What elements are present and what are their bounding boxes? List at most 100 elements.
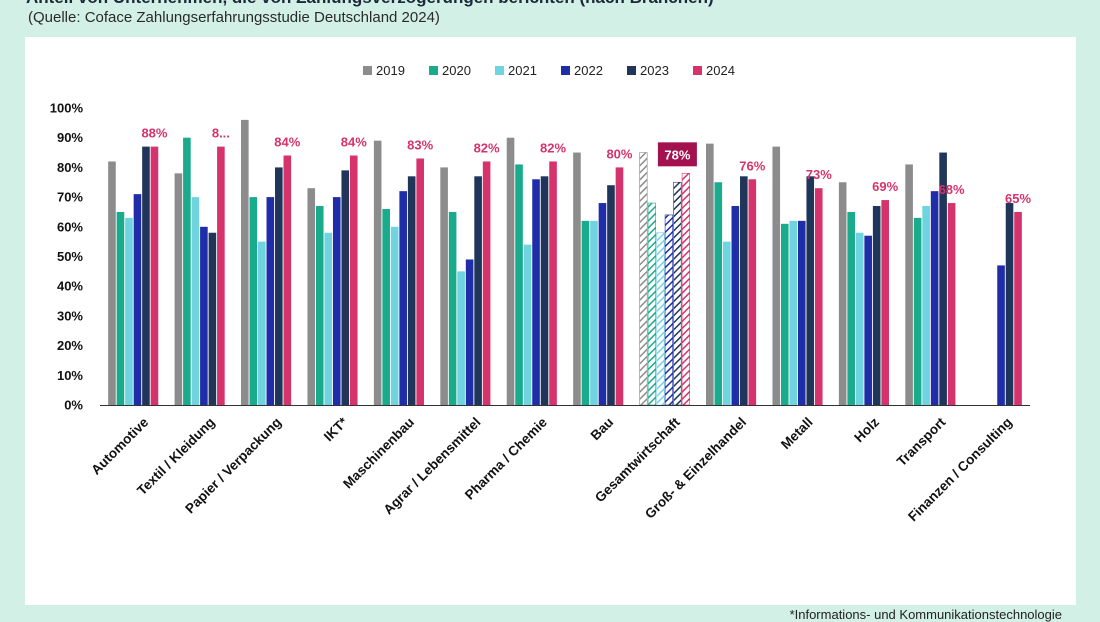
data-label: 84%: [274, 135, 300, 150]
legend-swatch-2020: [429, 66, 438, 75]
y-tick-label: 40%: [57, 279, 83, 294]
data-label: 88%: [141, 126, 167, 141]
bar-2022: [200, 226, 208, 405]
bar-2024: [416, 158, 424, 405]
y-axis: 0% 10% 20% 30% 40% 50% 60% 70% 80% 90% 100%: [50, 101, 84, 413]
x-tick-label: Automotive: [88, 414, 151, 477]
bar-2020: [515, 164, 523, 405]
bar-2024: [615, 167, 624, 405]
data-label: 82%: [474, 140, 500, 155]
chart-card: 2019 2020 2021 2022 2023 2024 0% 10% 20% 30% 40% 5…: [25, 37, 1076, 605]
y-tick-label: 10%: [57, 368, 83, 383]
bar-2022: [266, 197, 275, 405]
bar-2023: [407, 176, 416, 405]
bar-2020: [647, 202, 656, 406]
data-labels: 88% 8... 84% 84% 83% 82% 82% 80% 78% 76% 73% 69% 68%…: [141, 126, 1031, 206]
bar-2019: [573, 152, 581, 405]
bar-2024: [549, 161, 557, 405]
legend-swatch-2023: [627, 66, 636, 75]
bar-2021: [457, 271, 465, 405]
bar-2023: [872, 206, 881, 405]
legend-label-2019: 2019: [376, 63, 405, 78]
bar-2022: [133, 194, 142, 405]
legend-label-2021: 2021: [508, 63, 537, 78]
chart-legend: 2019 2020 2021 2022 2023 2024: [363, 63, 735, 78]
data-label: 69%: [872, 179, 898, 194]
bar-2021: [855, 232, 864, 405]
bar-2020: [581, 220, 590, 405]
x-tick-label: IKT*: [321, 414, 351, 444]
y-tick-label: 20%: [57, 338, 83, 353]
bar-2020: [315, 206, 324, 405]
y-tick-label: 60%: [57, 219, 83, 234]
bar-2021: [258, 241, 266, 405]
bar-2019: [905, 164, 913, 405]
bar-2020: [448, 211, 457, 405]
data-label: 83%: [407, 137, 433, 152]
bar-2020: [249, 197, 258, 405]
legend-label-2023: 2023: [640, 63, 669, 78]
bar-2024: [881, 200, 889, 405]
bar-2022: [797, 220, 806, 405]
bar-2024: [814, 188, 823, 405]
bar-2021: [125, 217, 133, 405]
bar-2020: [116, 211, 125, 405]
x-tick-label: Metall: [778, 415, 816, 453]
bar-2024: [681, 173, 690, 406]
bar-2019: [440, 167, 448, 405]
bar-2022: [399, 191, 407, 405]
bar-2021: [656, 232, 665, 406]
bar-2024: [748, 179, 757, 405]
bar-2023: [939, 152, 947, 405]
bar-2021: [723, 241, 731, 405]
bar-groups: [108, 119, 1022, 406]
bar-2020: [780, 223, 789, 405]
bar-2023: [1005, 203, 1014, 405]
bar-2020: [183, 137, 191, 405]
data-label: 76%: [739, 158, 765, 173]
bar-2023: [673, 181, 682, 406]
bar-2021: [191, 197, 200, 405]
data-label: 80%: [606, 146, 632, 161]
bar-2020: [847, 211, 855, 405]
legend-label-2022: 2022: [574, 63, 603, 78]
bar-2023: [540, 176, 549, 405]
bar-2019: [706, 143, 714, 405]
bar-2022: [664, 214, 673, 406]
y-tick-label: 100%: [50, 101, 84, 116]
x-tick-label: Maschinenbau: [340, 415, 417, 492]
bar-2022: [997, 265, 1005, 405]
bar-2021: [789, 220, 798, 405]
bar-2021: [523, 244, 532, 405]
data-label: 84%: [341, 135, 367, 150]
bar-2021: [590, 220, 598, 405]
bar-2024: [217, 146, 225, 406]
legend-swatch-2019: [363, 66, 372, 75]
bar-2023: [740, 176, 748, 405]
y-tick-label: 0%: [64, 398, 83, 413]
legend-swatch-2024: [693, 66, 702, 75]
legend-label-2020: 2020: [442, 63, 471, 78]
legend-swatch-2022: [561, 66, 570, 75]
bar-2019: [241, 119, 249, 405]
y-tick-label: 80%: [57, 160, 83, 175]
legend-swatch-2021: [495, 66, 504, 75]
highlight-label-box: [657, 142, 697, 167]
bar-2019: [108, 161, 116, 405]
bar-2023: [142, 146, 150, 406]
y-tick-label: 90%: [57, 130, 83, 145]
data-label: 82%: [540, 140, 566, 155]
bar-2023: [806, 176, 815, 405]
bar-2024: [947, 203, 956, 405]
bar-chart: 2019 2020 2021 2022 2023 2024 0% 10% 20% 30% 40% 5…: [50, 63, 1032, 524]
bar-2023: [474, 176, 482, 405]
bar-2019: [772, 146, 781, 406]
data-label: 78%: [664, 147, 690, 162]
footnote: *Informations- und Kommunikationstechnol…: [789, 607, 1062, 622]
data-label: 8...: [212, 126, 230, 141]
bar-2019: [506, 137, 515, 405]
bar-2024: [283, 155, 292, 405]
bar-2023: [208, 232, 217, 405]
bar-2023: [607, 185, 615, 405]
